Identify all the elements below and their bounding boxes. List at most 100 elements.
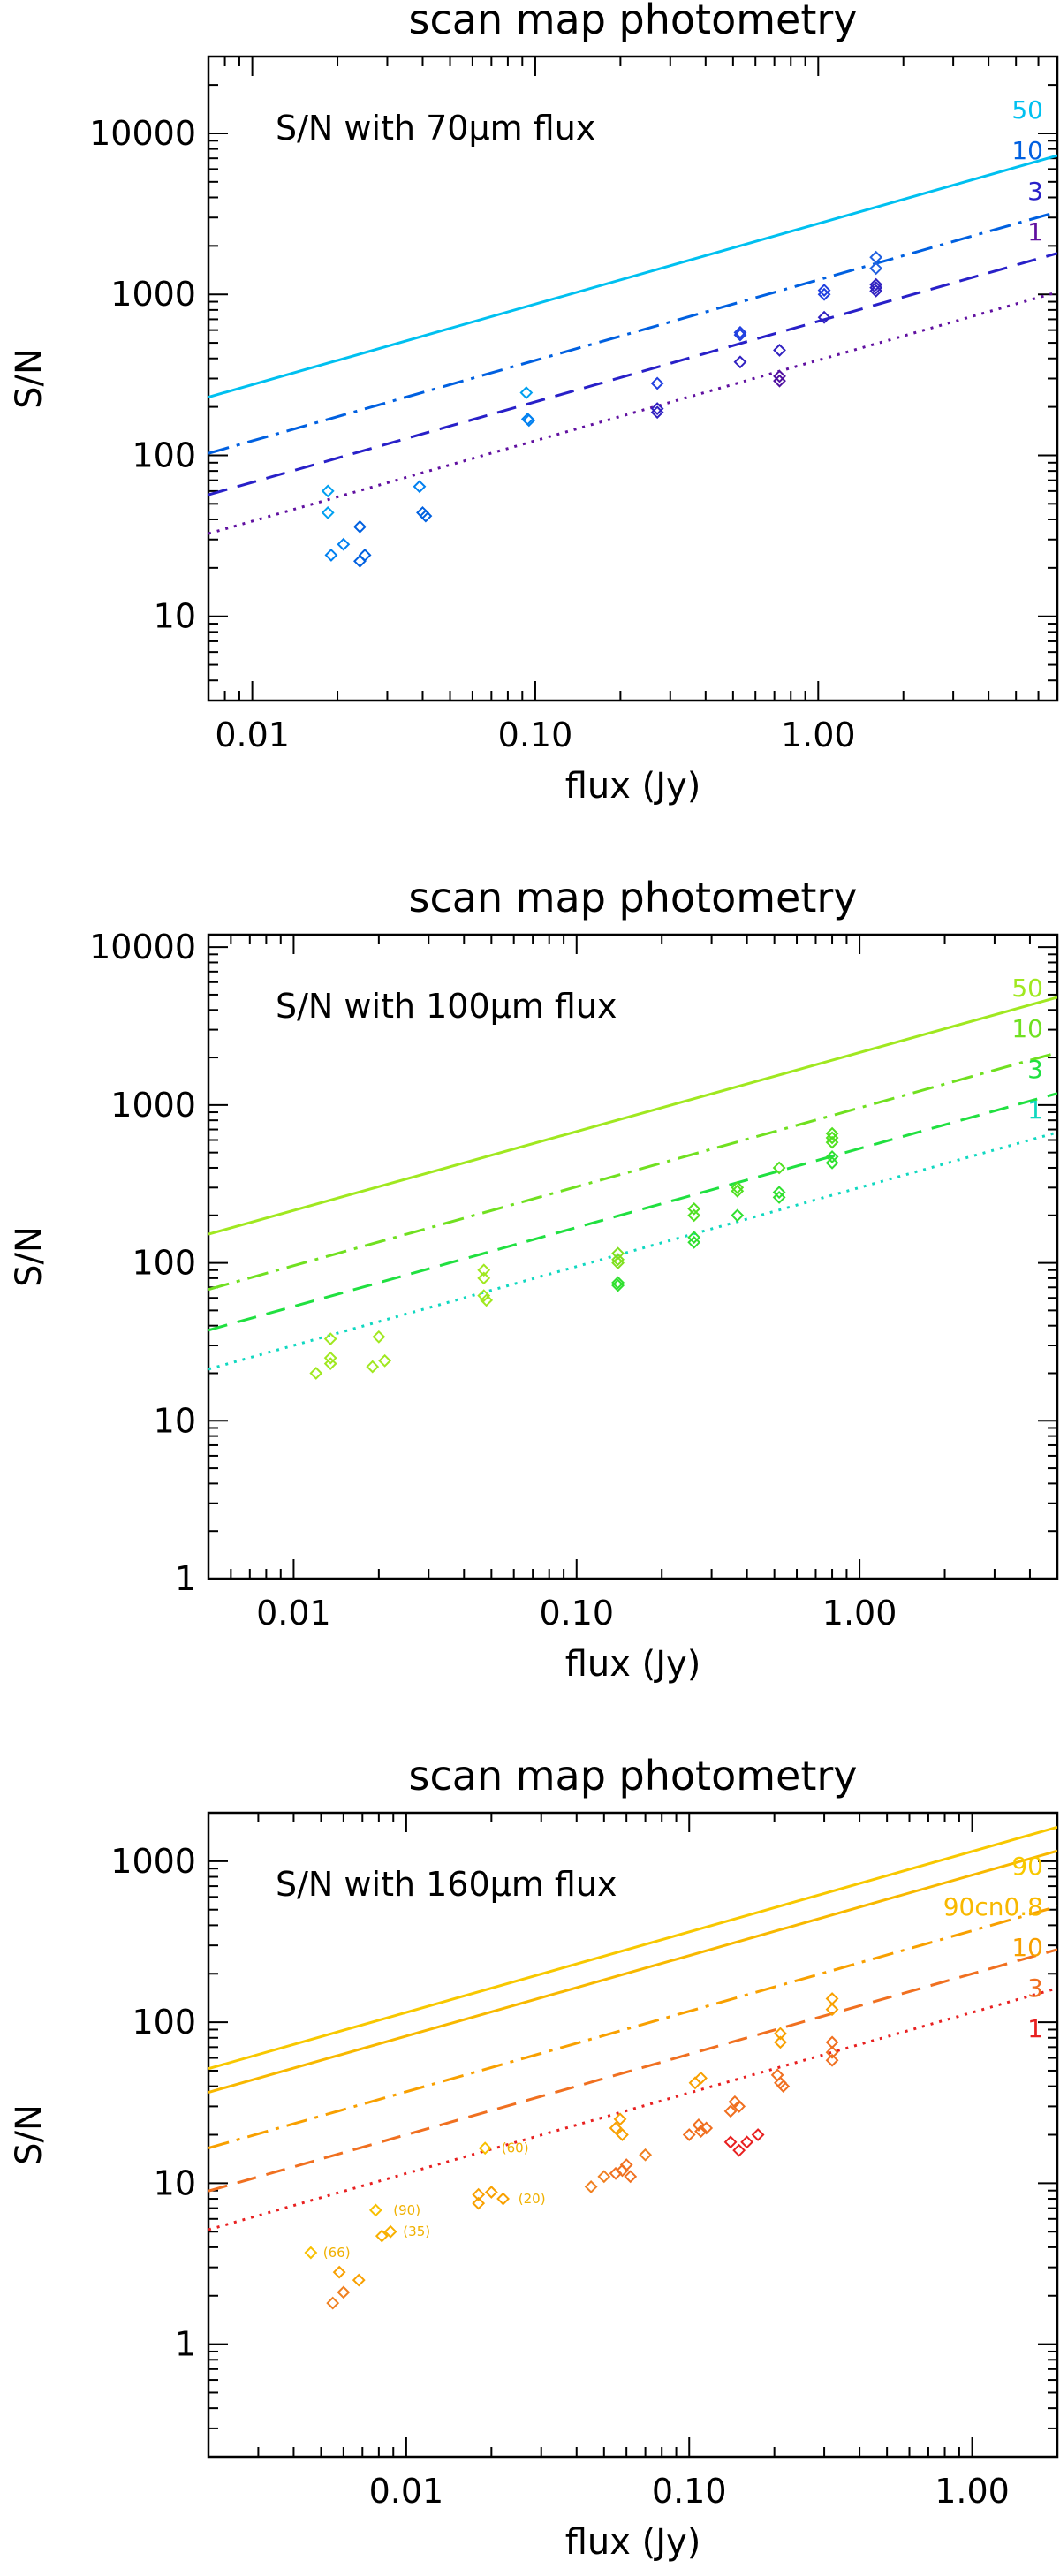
plot-frame <box>207 1811 1059 2459</box>
series-line-50 <box>208 154 1057 398</box>
data-point <box>723 2104 738 2118</box>
data-point <box>611 1276 625 1290</box>
point-label: (20) <box>519 2191 546 2207</box>
data-point <box>368 2203 382 2217</box>
data-point <box>692 2118 706 2132</box>
data-point <box>323 1357 337 1371</box>
data-point <box>733 355 747 369</box>
data-point <box>751 2128 765 2141</box>
series-line-1 <box>208 1987 1057 2231</box>
x-tick-label: 0.01 <box>215 716 290 754</box>
y-axis: 10 100 1000 10000 <box>89 56 1057 701</box>
data-point <box>869 281 883 295</box>
data-points <box>309 1126 839 1380</box>
y-tick-label: 100 <box>132 436 196 474</box>
data-point <box>372 1330 386 1344</box>
data-point <box>774 2027 787 2041</box>
data-point <box>687 1201 701 1216</box>
data-point <box>825 2045 839 2059</box>
x-tick-label: 1.00 <box>822 1594 897 1633</box>
data-point <box>352 2273 366 2287</box>
data-point <box>650 405 664 420</box>
chart-panel-1: scan map photometry 0.01 0.10 1.00 10 100 1000… <box>9 0 1059 807</box>
data-point <box>687 1231 701 1245</box>
data-point <box>616 2128 629 2141</box>
data-point <box>609 2166 623 2180</box>
data-point <box>413 480 427 494</box>
data-point <box>776 2080 791 2094</box>
data-point <box>484 2186 498 2199</box>
data-point <box>477 1289 491 1303</box>
data-point <box>773 343 786 357</box>
data-point <box>731 1180 745 1194</box>
series-line-3 <box>208 1092 1057 1332</box>
x-tick-label: 0.10 <box>652 2472 727 2511</box>
y-tick-label: 1000 <box>110 1842 196 1881</box>
chart-title: scan map photometry <box>409 874 858 921</box>
series-label: 3 <box>1027 177 1043 206</box>
data-point <box>825 2003 839 2017</box>
data-points <box>321 250 883 568</box>
data-point <box>869 250 883 264</box>
series-label: 1 <box>1027 2014 1043 2043</box>
data-point <box>772 1186 786 1200</box>
data-point <box>773 374 786 388</box>
data-point <box>496 2192 511 2206</box>
series-label: 90 <box>1011 1852 1043 1881</box>
data-point <box>477 1263 491 1277</box>
data-point <box>687 1208 701 1223</box>
data-point <box>825 1155 839 1170</box>
series-line-3 <box>208 1948 1057 2193</box>
data-point <box>323 1332 337 1346</box>
data-point <box>869 261 883 276</box>
data-points <box>304 1992 839 2310</box>
data-point <box>472 2196 486 2210</box>
chart-panel-2: scan map photometry 0.01 0.10 1.00110100100… <box>9 874 1059 1685</box>
series-line-90 <box>208 1825 1057 2071</box>
data-point <box>733 325 747 339</box>
plot-area <box>208 154 1057 535</box>
data-point <box>337 2285 351 2299</box>
data-point <box>731 1184 745 1198</box>
y-tick-label: 1000 <box>110 275 196 314</box>
point-labels: (66) (90) (35) (60) (20) <box>323 2140 546 2261</box>
data-point <box>825 1150 839 1163</box>
data-point <box>324 548 338 562</box>
data-point <box>650 376 664 390</box>
series-label: 50 <box>1011 95 1043 125</box>
data-point <box>522 413 536 428</box>
chart-title: scan map photometry <box>409 0 858 43</box>
data-point <box>584 2180 598 2193</box>
series-label: 3 <box>1027 1055 1043 1084</box>
data-point <box>383 2224 398 2239</box>
chart-annotation: S/N with 70μm flux <box>276 109 595 148</box>
y-axis: 1 10 100 1000 10000 <box>89 928 1057 1598</box>
y-tick-label: 100 <box>132 2003 196 2042</box>
x-axis: 0.01 0.10 1.00 <box>208 1813 1058 2511</box>
data-point <box>309 1367 323 1380</box>
plot-area <box>208 1825 1057 2231</box>
series-label: 3 <box>1027 1974 1043 2003</box>
x-tick-label: 1.00 <box>935 2472 1010 2511</box>
data-point <box>323 1351 337 1365</box>
data-point <box>611 1278 625 1292</box>
y-tick-label: 100 <box>132 1244 196 1283</box>
y-tick-label: 10 <box>154 2163 196 2202</box>
data-point <box>353 554 367 568</box>
data-point <box>687 1235 701 1249</box>
x-tick-label: 1.00 <box>781 716 856 754</box>
data-point <box>825 1126 839 1140</box>
data-point <box>624 2170 638 2184</box>
data-point <box>772 1161 786 1175</box>
series-line-10 <box>208 210 1057 455</box>
series-line-50 <box>208 996 1057 1236</box>
data-point <box>817 310 831 324</box>
x-axis: 0.01 0.10 1.00 <box>208 935 1058 1633</box>
data-point <box>694 2071 708 2085</box>
data-point <box>731 1208 745 1223</box>
series-labels: 50 10 3 1 <box>1011 974 1043 1125</box>
y-tick-label: 10000 <box>89 928 196 966</box>
data-point <box>817 287 831 301</box>
y-axis-label: S/N <box>9 1226 49 1287</box>
